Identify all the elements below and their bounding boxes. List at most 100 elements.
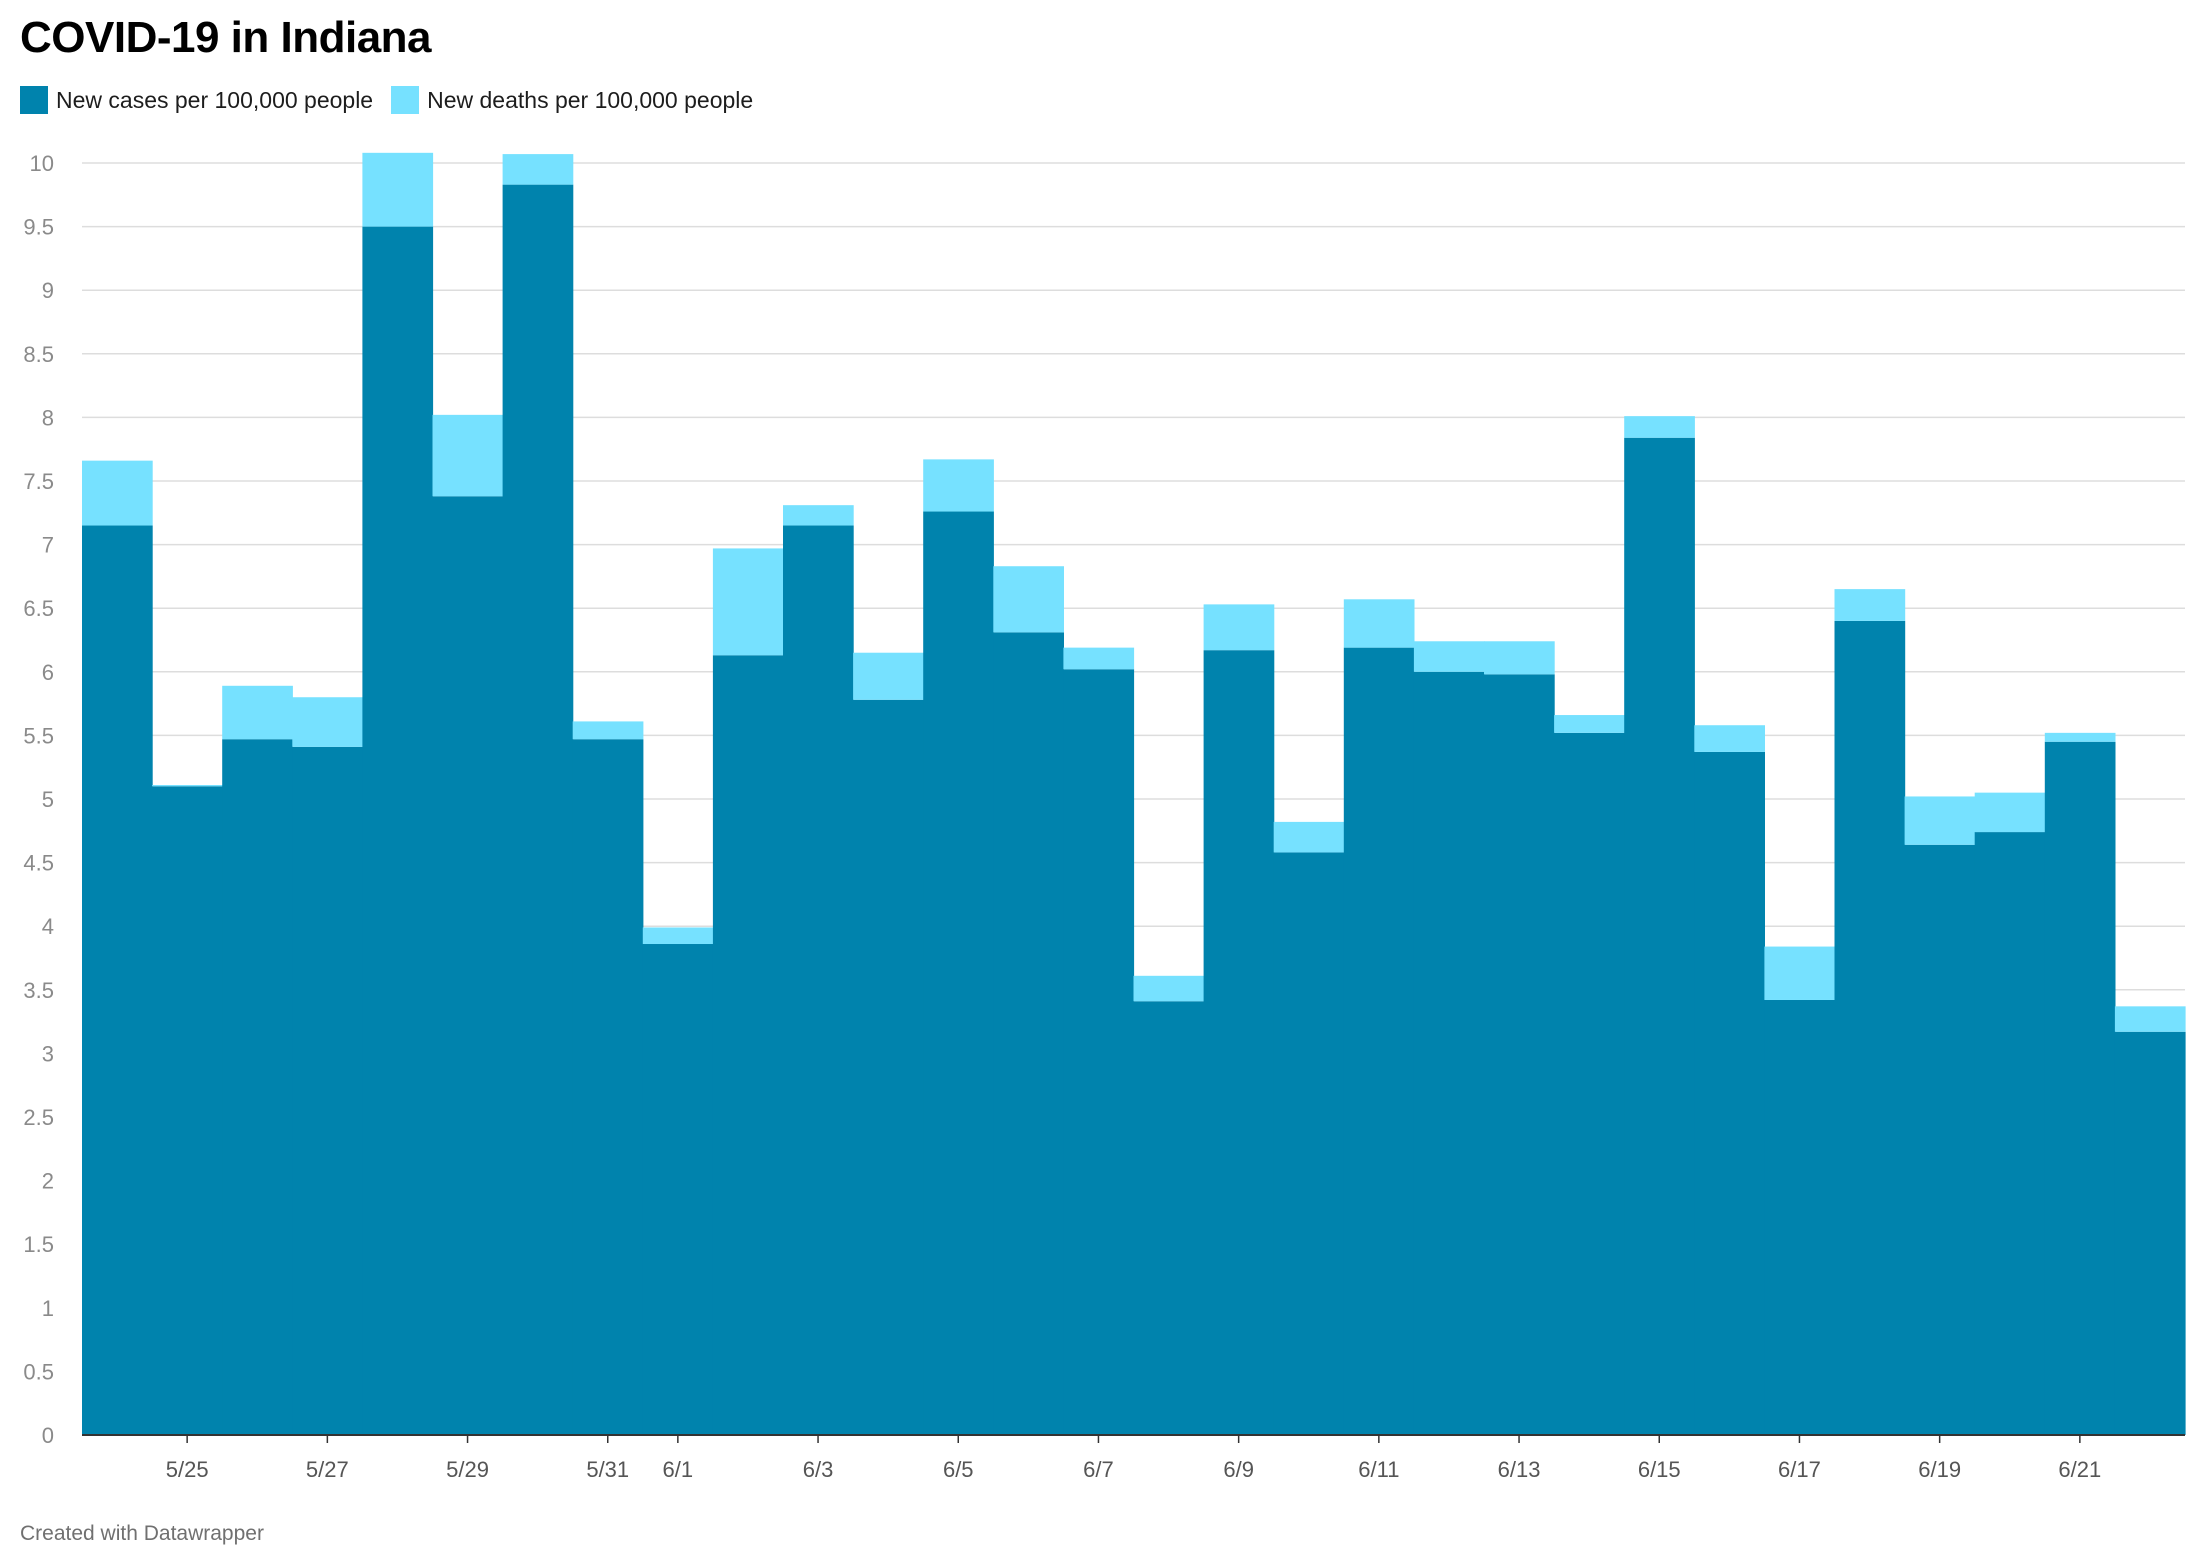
bar-cases (853, 699, 924, 1435)
x-tick-label: 5/25 (166, 1457, 209, 1482)
bar-cases (572, 739, 644, 1435)
x-tick-label: 6/1 (663, 1457, 694, 1482)
bar-deaths (2044, 732, 2116, 742)
bar-deaths (712, 548, 784, 656)
bar-cases (642, 944, 714, 1435)
bar-deaths (993, 566, 1064, 633)
bar-cases (1974, 832, 2046, 1435)
bar-deaths (362, 152, 434, 227)
bar-cases (712, 655, 784, 1435)
x-tick-label: 6/9 (1223, 1457, 1254, 1482)
bar-deaths (1904, 796, 1976, 845)
bar-cases (222, 739, 293, 1435)
y-tick-label: 1 (42, 1296, 54, 1321)
bar-deaths (1203, 604, 1275, 651)
bar-cases (1063, 669, 1135, 1435)
bar-cases (82, 525, 153, 1435)
bar-deaths (1764, 946, 1836, 1000)
bar-deaths (1273, 821, 1345, 853)
x-tick-label: 5/31 (586, 1457, 629, 1482)
bar-deaths (1624, 416, 1695, 438)
x-tick-label: 6/21 (2058, 1457, 2101, 1482)
y-tick-label: 3.5 (23, 978, 54, 1003)
y-tick-label: 2 (42, 1169, 54, 1194)
bar-cases (1343, 647, 1415, 1435)
bar-cases (362, 226, 434, 1436)
x-tick-label: 5/29 (446, 1457, 489, 1482)
bar-cases (1484, 674, 1555, 1435)
bar-deaths (853, 652, 924, 700)
legend-label-cases: New cases per 100,000 people (56, 86, 374, 113)
bar-deaths (923, 459, 994, 512)
bar-cases (783, 525, 854, 1435)
bar-deaths (2114, 1006, 2186, 1032)
y-tick-label: 8 (42, 405, 54, 430)
y-tick-label: 9 (42, 278, 54, 303)
axes: 0 0.5 1 1.5 2 2.5 3 3.5 4 4.5 5 5.5 6 6.5 7 7.5 8 8.5 9 9.5… (23, 151, 2185, 1482)
y-tick-label: 9.5 (23, 215, 54, 240)
bar-deaths (1974, 792, 2046, 833)
bar-cases (1413, 671, 1485, 1435)
bar-deaths (1413, 641, 1485, 672)
bar-cases (432, 496, 504, 1435)
y-tick-label: 6 (42, 660, 54, 685)
x-tick-label: 5/27 (306, 1457, 349, 1482)
bar-deaths (642, 927, 714, 945)
legend-item-deaths: New deaths per 100,000 people (391, 86, 753, 114)
y-tick-label: 4.5 (23, 851, 54, 876)
bar-deaths (1554, 715, 1625, 733)
bar-deaths (292, 697, 363, 747)
bar-deaths (1343, 599, 1415, 648)
bar-cases (1203, 650, 1275, 1435)
x-tick-label: 6/7 (1083, 1457, 1114, 1482)
bar-deaths (152, 785, 223, 787)
x-tick-label: 6/15 (1638, 1457, 1681, 1482)
bar-cases (1904, 844, 1976, 1435)
y-tick-label: 3 (42, 1041, 54, 1066)
bar-cases (1624, 437, 1695, 1435)
bar-deaths (1133, 975, 1205, 1002)
bar-cases (993, 632, 1064, 1435)
y-tick-label: 0 (42, 1423, 54, 1448)
bar-cases (1834, 620, 1906, 1435)
y-tick-label: 10 (30, 151, 54, 176)
bar-deaths (1484, 641, 1555, 675)
x-tick-label: 6/3 (803, 1457, 834, 1482)
legend-swatch-deaths (391, 86, 420, 114)
bar-deaths (783, 505, 854, 526)
bar-cases (2114, 1031, 2186, 1435)
bar-cases (2044, 741, 2116, 1435)
y-tick-label: 6.5 (23, 596, 54, 621)
y-tick-label: 0.5 (23, 1359, 54, 1384)
x-tick-label: 6/19 (1918, 1457, 1961, 1482)
chart-title: COVID-19 in Indiana (20, 13, 432, 62)
bar-cases (1554, 732, 1625, 1435)
bar-deaths (82, 460, 153, 526)
footer-credit: Created with Datawrapper (20, 1522, 264, 1545)
legend-swatch-cases (20, 86, 48, 114)
bar-cases (1764, 999, 1836, 1435)
bar-deaths (1063, 647, 1135, 670)
y-tick-label: 1.5 (23, 1232, 54, 1257)
x-tick-label: 6/11 (1358, 1457, 1399, 1482)
bar-cases (152, 786, 223, 1435)
y-tick-label: 4 (42, 914, 54, 939)
bar-cases (1694, 751, 1765, 1435)
y-tick-label: 2.5 (23, 1105, 54, 1130)
y-tick-label: 8.5 (23, 342, 54, 367)
bar-deaths (1694, 725, 1765, 752)
y-tick-label: 5 (42, 787, 54, 812)
legend-item-cases: New cases per 100,000 people (20, 86, 373, 114)
x-tick-label: 6/17 (1778, 1457, 1821, 1482)
x-tick-label: 6/5 (943, 1457, 974, 1482)
bar-cases (1133, 1001, 1205, 1435)
y-tick-label: 5.5 (23, 723, 54, 748)
y-tick-label: 7.5 (23, 469, 54, 494)
bar-deaths (432, 414, 504, 497)
bar-deaths (222, 685, 293, 740)
bars (82, 152, 2186, 1436)
bar-deaths (1834, 589, 1906, 621)
bar-cases (1273, 852, 1345, 1435)
legend: New cases per 100,000 people New deaths … (20, 82, 753, 118)
